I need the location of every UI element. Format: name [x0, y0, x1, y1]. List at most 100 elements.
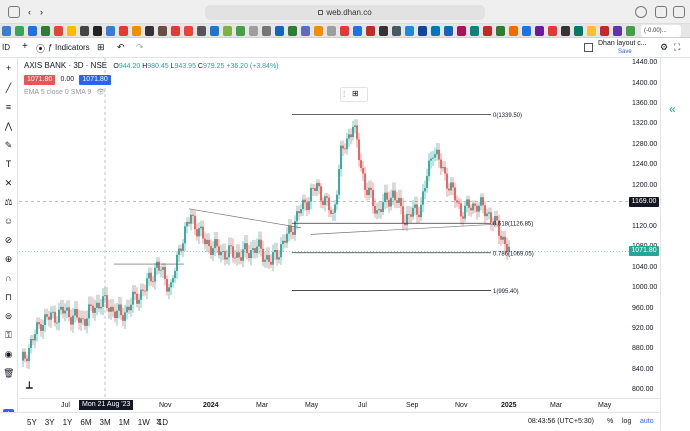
- redo-icon[interactable]: ↷: [136, 42, 144, 52]
- price-axis[interactable]: 1440.00 1400.00 1360.00 1320.00 1280.00 1240.…: [630, 58, 660, 398]
- tab-favicon[interactable]: [184, 26, 193, 36]
- delete-icon[interactable]: 🗑: [3, 368, 15, 378]
- tabs-overview-icon[interactable]: [673, 6, 685, 18]
- measure-icon[interactable]: ⚖: [4, 197, 13, 207]
- tab-favicon[interactable]: [93, 26, 102, 36]
- tab-favicon[interactable]: [197, 26, 206, 36]
- percent-toggle[interactable]: %: [607, 418, 614, 425]
- chart-pane[interactable]: 0(1339.50) 0.618(1126.85) 0.786(1069.05) 1(…: [19, 58, 630, 398]
- compare-icon[interactable]: ⦿: [36, 44, 46, 54]
- tab-favicon[interactable]: [288, 26, 297, 36]
- lock-all-icon[interactable]: ⚿: [5, 330, 12, 340]
- auto-toggle[interactable]: auto: [640, 418, 654, 425]
- range-button-1m[interactable]: 1M: [118, 418, 130, 427]
- sell-button[interactable]: 1071.80: [24, 75, 56, 85]
- tab-favicon[interactable]: [249, 26, 258, 36]
- tab-favicon[interactable]: [158, 26, 167, 36]
- fib-icon[interactable]: ≡: [5, 102, 12, 112]
- tab-favicon[interactable]: [314, 26, 323, 36]
- tab-favicon[interactable]: [626, 26, 635, 36]
- tab-favicon[interactable]: [457, 26, 466, 36]
- tab-favicon[interactable]: [353, 26, 362, 36]
- tab-favicon[interactable]: [405, 26, 414, 36]
- date-range-icon[interactable]: ⧖: [156, 417, 162, 426]
- tab-favicon[interactable]: [327, 26, 336, 36]
- expand-panel-icon[interactable]: «: [669, 102, 676, 116]
- save-button[interactable]: Save: [618, 49, 632, 55]
- tab-favicon[interactable]: [418, 26, 427, 36]
- tab-favicon[interactable]: [587, 26, 596, 36]
- range-button-1w[interactable]: 1W: [137, 418, 150, 427]
- url-bar[interactable]: web.dhan.co: [205, 5, 485, 20]
- ruler-icon[interactable]: ⊘: [4, 235, 13, 245]
- trend-line[interactable]: [310, 223, 498, 235]
- tab-favicon[interactable]: [340, 26, 349, 36]
- range-button-1d[interactable]: 1D: [157, 418, 168, 427]
- chart-settings-icon[interactable]: ⚙: [660, 42, 669, 52]
- time-axis[interactable]: Jul Mon 21 Aug '23 Nov 2024 Mar May Jul Sep Nov 2…: [19, 398, 660, 412]
- tab-favicon[interactable]: [54, 26, 63, 36]
- tab-favicon[interactable]: [613, 26, 622, 36]
- symbol-short[interactable]: ID: [2, 43, 10, 52]
- tab-favicon[interactable]: [470, 26, 479, 36]
- tab-favicon[interactable]: [106, 26, 115, 36]
- magnet-icon[interactable]: ∩: [5, 273, 12, 283]
- tab-favicon[interactable]: [535, 26, 544, 36]
- tab-favicon[interactable]: [2, 26, 11, 36]
- sidebar-icon[interactable]: [8, 6, 20, 18]
- add-symbol-icon[interactable]: +: [22, 41, 28, 52]
- tab-favicon[interactable]: [548, 26, 557, 36]
- trend-line[interactable]: [188, 208, 302, 229]
- tab-favicon[interactable]: [236, 26, 245, 36]
- tab-favicon[interactable]: [223, 26, 232, 36]
- indicators-icon[interactable]: ƒ: [48, 43, 53, 52]
- tab-favicon[interactable]: [67, 26, 76, 36]
- tab-favicon[interactable]: [431, 26, 440, 36]
- download-icon[interactable]: [635, 6, 647, 18]
- brush-icon[interactable]: ✎: [4, 140, 13, 150]
- symbol-title[interactable]: AXIS BANK · 3D · NSE: [24, 61, 108, 70]
- trend-line-icon[interactable]: ╱: [5, 83, 12, 93]
- tab-favicon[interactable]: [496, 26, 505, 36]
- range-button-5y[interactable]: 5Y: [27, 418, 37, 427]
- range-button-3m[interactable]: 3M: [99, 418, 111, 427]
- range-button-3y[interactable]: 3Y: [44, 418, 55, 427]
- active-tab[interactable]: (-0.00)...: [641, 25, 681, 37]
- tab-favicon[interactable]: [522, 26, 531, 36]
- emoji-icon[interactable]: ☺: [3, 216, 14, 226]
- buy-button[interactable]: 1071.80: [79, 75, 111, 85]
- range-button-1y[interactable]: 1Y: [62, 418, 73, 427]
- log-toggle[interactable]: log: [622, 418, 632, 425]
- tab-favicon[interactable]: [600, 26, 609, 36]
- tab-favicon[interactable]: [15, 26, 24, 36]
- crosshair-icon[interactable]: +: [5, 63, 12, 73]
- tab-favicon[interactable]: [28, 26, 37, 36]
- indicator-label[interactable]: EMA 5 close 0 SMA 9: [24, 89, 92, 96]
- tab-favicon[interactable]: [262, 26, 271, 36]
- text-icon[interactable]: T: [5, 159, 12, 169]
- tab-favicon[interactable]: [301, 26, 310, 36]
- pattern-icon[interactable]: ⋀: [4, 121, 13, 131]
- clock-time[interactable]: 08:43:56 (UTC+5:30): [528, 418, 594, 425]
- templates-icon[interactable]: ⊞: [97, 42, 105, 52]
- tab-favicon[interactable]: [366, 26, 375, 36]
- indicator-visibility-icon[interactable]: 👁: [96, 89, 106, 96]
- projection-icon[interactable]: ✕: [4, 178, 13, 188]
- tab-favicon[interactable]: [210, 26, 219, 36]
- share-icon[interactable]: [655, 6, 667, 18]
- indicators-button[interactable]: Indicators: [55, 43, 90, 52]
- range-button-6m[interactable]: 6M: [80, 418, 92, 427]
- tab-favicon[interactable]: [483, 26, 492, 36]
- fullscreen-icon[interactable]: ⛶: [674, 42, 681, 52]
- drag-handle-icon[interactable]: ⁞: [343, 90, 346, 99]
- layout-icon[interactable]: [584, 43, 593, 52]
- tab-favicon[interactable]: [41, 26, 50, 36]
- layout-name[interactable]: Dhan layout c...: [598, 40, 647, 47]
- forward-icon[interactable]: ›: [40, 7, 43, 17]
- lock-drawings-icon[interactable]: ⊓: [4, 292, 13, 302]
- undo-icon[interactable]: ↶: [117, 42, 125, 52]
- tab-favicon[interactable]: [171, 26, 180, 36]
- tab-favicon[interactable]: [80, 26, 89, 36]
- tab-favicon[interactable]: [119, 26, 128, 36]
- tab-favicon[interactable]: [379, 26, 388, 36]
